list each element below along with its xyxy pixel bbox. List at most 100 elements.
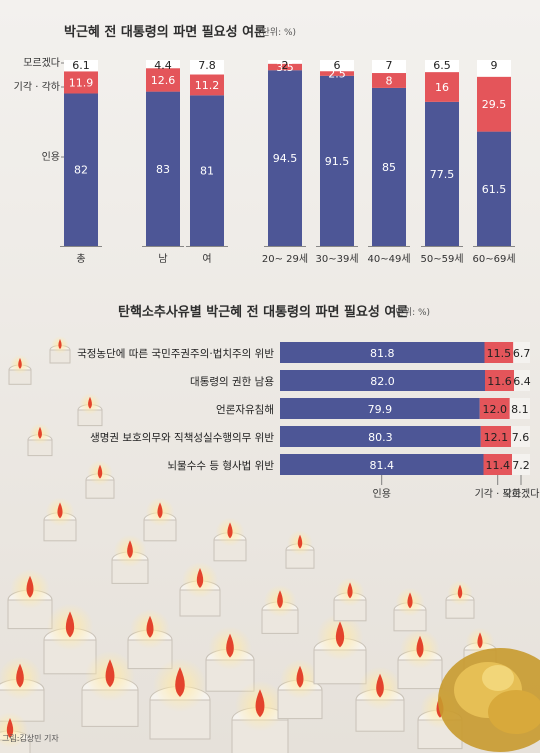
chart-by-demographic: 박근혜 전 대통령의 파면 필요성 여론 (단위: %) 인용 기각 · 각하 모르… — [14, 24, 516, 265]
c2-legend-2: 모르겠다 — [503, 488, 540, 500]
c1-label-0-0: 82 — [74, 164, 88, 177]
c2-row-label-1: 대통령의 권한 남용 — [190, 376, 274, 388]
candle-flame — [105, 659, 115, 688]
c1-label-0-1: 11.9 — [69, 76, 94, 89]
c2-label-4-1: 11.4 — [486, 459, 511, 472]
candle-glow — [0, 712, 28, 748]
chart2-title: 탄핵소추사유별 박근혜 전 대통령의 파면 필요성 여론 — [118, 304, 408, 320]
c1-category-3: 20~ 29세 — [262, 253, 308, 265]
c2-bar-3-seg-2 — [511, 426, 530, 447]
candle-flame — [297, 534, 303, 549]
c1-category-0: 총 — [76, 253, 85, 265]
c2-label-0-2: 6.7 — [513, 347, 531, 360]
c2-bar-0-seg-2 — [513, 342, 530, 363]
candle-flame — [416, 635, 424, 658]
c2-bar-4-seg-2 — [512, 454, 530, 475]
c2-label-3-1: 12.1 — [484, 431, 509, 444]
c1-label-7-2: 9 — [491, 59, 498, 72]
c1-legend-0: 인용 — [42, 151, 60, 163]
c2-bar-1-seg-2 — [514, 370, 530, 391]
c1-bar-7-seg-2 — [477, 60, 511, 77]
c1-bar-5-seg-2 — [372, 60, 406, 74]
c1-label-3-2: 2 — [282, 59, 289, 72]
candle-flame — [277, 590, 283, 609]
c1-bar-0-seg-1 — [64, 71, 98, 94]
c2-label-2-0: 79.9 — [368, 403, 393, 416]
gold-rose-accent — [438, 648, 540, 752]
c2-row-label-3: 생명권 보호의무와 직책성실수행의무 위반 — [90, 431, 274, 444]
c1-category-7: 60~69세 — [472, 253, 515, 265]
c2-bar-0-seg-0 — [280, 342, 485, 363]
candle-flame — [175, 667, 185, 697]
candle-flame — [26, 575, 34, 598]
c1-bar-6-seg-1 — [425, 72, 459, 102]
c1-legend-1: 기각 · 각하 — [14, 80, 60, 93]
chart1-unit: (단위: %) — [258, 27, 296, 38]
candle-flame — [196, 568, 204, 588]
c1-bar-4-seg-2 — [320, 60, 354, 72]
c2-row-label-4: 뇌물수수 등 형사법 위반 — [167, 459, 274, 472]
candle-flame — [57, 502, 63, 519]
chart2-unit: (단위: %) — [392, 307, 430, 318]
candle-flame — [227, 522, 233, 539]
c1-bar-5-seg-1 — [372, 73, 406, 88]
c1-label-1-2: 4.4 — [154, 59, 172, 72]
c2-bar-3-seg-1 — [480, 426, 511, 447]
c1-label-5-0: 85 — [382, 161, 396, 174]
c2-bar-2-seg-2 — [509, 398, 530, 419]
c1-label-4-0: 91.5 — [325, 155, 350, 168]
c2-bar-4-seg-1 — [483, 454, 512, 475]
c1-label-3-0: 94.5 — [273, 152, 298, 165]
c1-bar-1-seg-2 — [146, 60, 180, 69]
c1-label-7-1: 29.5 — [482, 98, 507, 111]
c1-label-1-1: 12.6 — [151, 74, 176, 87]
candle-flame — [6, 718, 14, 738]
c1-label-6-1: 16 — [435, 81, 449, 94]
candle-body — [81, 689, 139, 727]
candle-flame — [296, 665, 304, 688]
c2-legend-0: 인용 — [373, 488, 391, 500]
c1-label-3-1: 3.5 — [276, 61, 294, 74]
c1-label-6-2: 6.5 — [433, 59, 451, 72]
c1-category-6: 50~59세 — [420, 253, 463, 265]
c1-label-5-2: 7 — [386, 59, 393, 72]
chart-by-impeachment-reason: 탄핵소추사유별 박근혜 전 대통령의 파면 필요성 여론 (단위: %) 국정농… — [77, 304, 540, 500]
c1-bar-4-seg-1 — [320, 71, 354, 76]
candle-flame — [335, 621, 345, 648]
c1-label-2-0: 81 — [200, 165, 214, 178]
candle-flame — [477, 632, 483, 649]
c1-bar-2-seg-0 — [190, 95, 224, 246]
c2-label-1-2: 6.4 — [513, 375, 531, 388]
candle-flame — [97, 464, 103, 479]
c1-bar-0-seg-2 — [64, 60, 98, 72]
candle-flame — [88, 396, 92, 409]
c2-label-4-2: 7.2 — [512, 459, 530, 472]
candle-flame — [226, 633, 234, 658]
c2-label-2-2: 8.1 — [511, 403, 529, 416]
c1-category-2: 여 — [202, 253, 211, 265]
c1-bar-7-seg-1 — [477, 76, 511, 132]
c1-bar-6-seg-0 — [425, 101, 459, 246]
c1-bar-3-seg-1 — [268, 63, 302, 71]
candle-flame — [347, 582, 353, 599]
chart1-title: 박근혜 전 대통령의 파면 필요성 여론 — [64, 24, 266, 40]
c1-bar-5-seg-0 — [372, 87, 406, 247]
c1-label-1-0: 83 — [156, 163, 170, 176]
candle-flame — [58, 339, 62, 349]
c2-bar-2-seg-0 — [280, 398, 480, 419]
c1-label-0-2: 6.1 — [72, 59, 90, 72]
c1-label-7-0: 61.5 — [482, 183, 507, 196]
c2-bar-0-seg-1 — [484, 342, 514, 363]
c1-label-5-1: 8 — [386, 74, 393, 87]
c1-bar-3-seg-0 — [268, 70, 302, 246]
c1-bar-7-seg-0 — [477, 131, 511, 246]
c2-label-0-0: 81.8 — [370, 347, 395, 360]
c2-bar-1-seg-1 — [485, 370, 514, 391]
c1-label-2-1: 11.2 — [195, 79, 220, 92]
c2-row-label-0: 국정농단에 따른 국민주권주의·법치주의 위반 — [77, 347, 274, 360]
c1-bar-3-seg-2 — [268, 60, 302, 64]
c1-legend-2: 모르겠다 — [23, 57, 60, 69]
candle-flame — [18, 357, 22, 369]
c2-legend-1: 기각 · 각하 — [475, 487, 521, 500]
